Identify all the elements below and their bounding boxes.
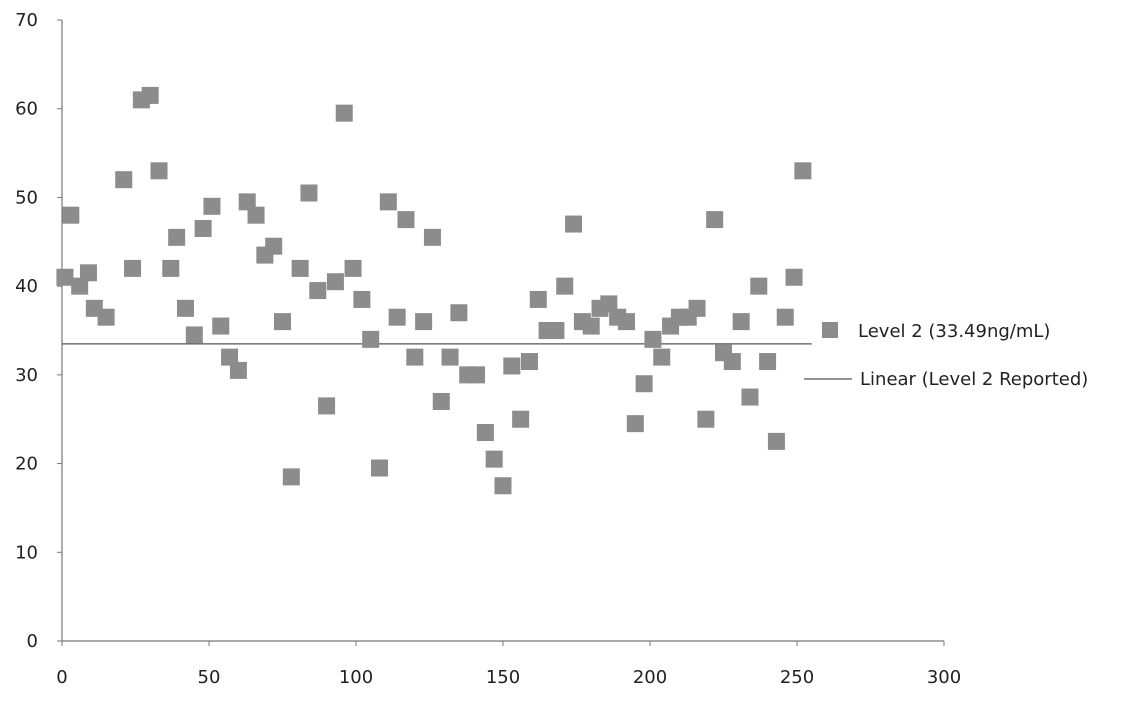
data-point — [388, 308, 406, 326]
y-tick-label: 60 — [15, 99, 38, 120]
x-tick-label: 150 — [486, 667, 520, 688]
data-point — [582, 317, 600, 335]
y-tick-label: 0 — [27, 631, 38, 652]
data-point — [441, 348, 459, 366]
x-tick-label: 300 — [927, 667, 961, 688]
data-point — [326, 273, 344, 291]
y-tick-label: 20 — [15, 454, 38, 475]
data-point — [56, 268, 74, 286]
data-point — [741, 388, 759, 406]
data-point — [723, 353, 741, 371]
data-point — [644, 330, 662, 348]
data-point — [520, 353, 538, 371]
data-point — [274, 313, 291, 331]
data-point — [124, 259, 142, 277]
data-point — [468, 366, 486, 384]
data-point — [785, 268, 803, 286]
y-tick-label: 50 — [15, 187, 38, 208]
data-point — [353, 290, 371, 308]
data-point — [335, 104, 353, 122]
data-point — [547, 322, 565, 339]
data-point — [79, 264, 97, 282]
data-point — [565, 215, 583, 233]
data-point — [176, 299, 194, 317]
legend-marker-level-2 — [822, 322, 838, 338]
data-point — [485, 450, 503, 468]
data-point — [732, 313, 750, 331]
data-point — [168, 228, 186, 246]
data-point — [512, 410, 530, 428]
data-point — [750, 277, 768, 295]
data-point — [162, 259, 180, 277]
data-point — [141, 86, 159, 104]
x-tick-label: 100 — [339, 667, 373, 688]
data-point — [203, 197, 221, 215]
data-point — [221, 348, 239, 366]
data-points — [56, 86, 812, 495]
data-point — [362, 330, 380, 348]
legend-label-linear: Linear (Level 2 Reported) — [860, 369, 1088, 390]
y-tick-label: 40 — [15, 276, 38, 297]
data-point — [794, 162, 812, 180]
data-point — [653, 348, 671, 366]
data-point — [556, 277, 574, 295]
data-point — [97, 308, 115, 326]
data-point — [706, 211, 724, 229]
data-point — [476, 424, 494, 442]
data-point — [450, 304, 468, 322]
data-point — [432, 392, 450, 410]
data-point — [71, 277, 89, 295]
data-point — [291, 259, 309, 277]
y-tick-label: 70 — [15, 10, 38, 31]
data-point — [767, 432, 785, 450]
data-point — [282, 468, 300, 486]
data-point — [415, 313, 433, 331]
x-tick-label: 50 — [198, 667, 221, 688]
x-tick-label: 0 — [56, 667, 67, 688]
data-point — [309, 282, 327, 300]
data-point — [688, 299, 706, 317]
data-point — [318, 397, 336, 415]
data-point — [150, 162, 168, 180]
data-point — [617, 313, 635, 331]
data-point — [62, 206, 80, 224]
data-point — [503, 357, 521, 375]
data-point — [529, 290, 547, 308]
data-point — [494, 477, 512, 495]
data-point — [759, 353, 777, 371]
data-point — [115, 171, 133, 189]
data-point — [371, 459, 389, 477]
data-point — [600, 295, 618, 313]
y-tick-label: 10 — [15, 542, 38, 563]
data-point — [247, 206, 265, 224]
data-point — [300, 184, 318, 202]
data-point — [194, 219, 212, 237]
data-point — [229, 361, 247, 379]
x-axis-ticks: 0 50 100 150 200 250 300 — [56, 641, 961, 688]
legend-label-level-2: Level 2 (33.49ng/mL) — [858, 321, 1050, 342]
legend: Level 2 (33.49ng/mL) Linear (Level 2 Rep… — [804, 321, 1088, 390]
data-point — [397, 211, 415, 229]
x-tick-label: 250 — [780, 667, 814, 688]
data-point — [344, 259, 362, 277]
data-point — [406, 348, 424, 366]
data-point — [238, 193, 256, 211]
data-point — [265, 237, 283, 255]
data-point — [626, 415, 644, 433]
data-point — [423, 228, 441, 246]
data-point — [635, 375, 653, 393]
x-tick-label: 200 — [633, 667, 667, 688]
y-axis-ticks: 0 10 20 30 40 50 60 70 — [15, 10, 62, 652]
data-point — [212, 317, 230, 335]
y-tick-label: 30 — [15, 365, 38, 386]
data-point — [776, 308, 794, 326]
data-point — [697, 410, 715, 428]
data-point — [185, 326, 203, 344]
data-point — [379, 193, 397, 211]
